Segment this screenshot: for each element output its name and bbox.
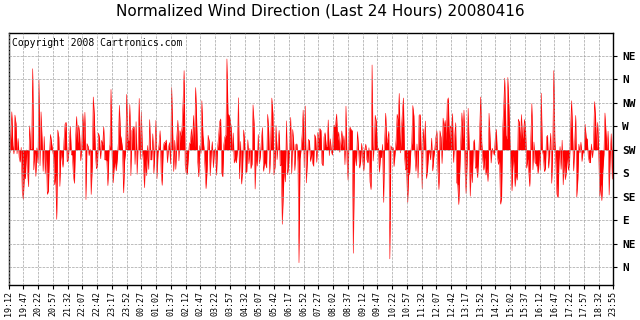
- Text: Normalized Wind Direction (Last 24 Hours) 20080416: Normalized Wind Direction (Last 24 Hours…: [116, 3, 524, 18]
- Text: Copyright 2008 Cartronics.com: Copyright 2008 Cartronics.com: [12, 38, 182, 48]
